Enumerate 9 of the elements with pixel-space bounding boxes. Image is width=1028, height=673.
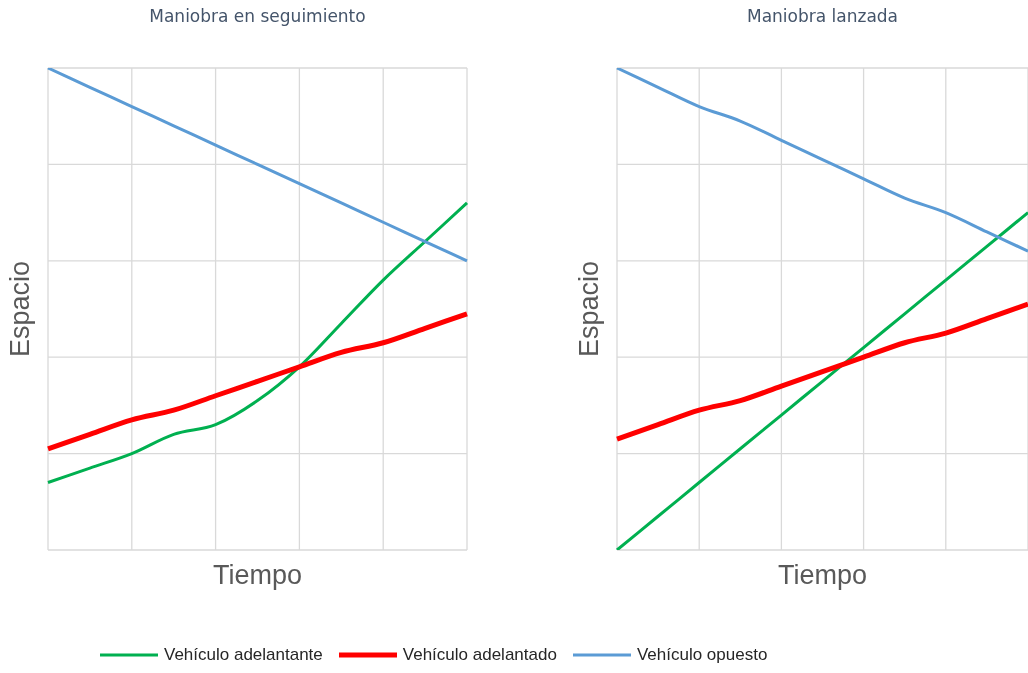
chart-title: Maniobra lanzada bbox=[745, 6, 900, 26]
legend-label: Vehículo adelantado bbox=[402, 645, 557, 665]
y-axis-title: Espacio bbox=[4, 260, 36, 358]
legend-label: Vehículo adelantante bbox=[164, 645, 323, 665]
legend-label: Vehículo opuesto bbox=[636, 645, 768, 665]
chart-title: Maniobra en seguimiento bbox=[148, 6, 367, 26]
x-axis-title: Tiempo bbox=[212, 560, 303, 591]
x-axis-title: Tiempo bbox=[777, 560, 868, 591]
y-axis-title: Espacio bbox=[573, 260, 605, 358]
